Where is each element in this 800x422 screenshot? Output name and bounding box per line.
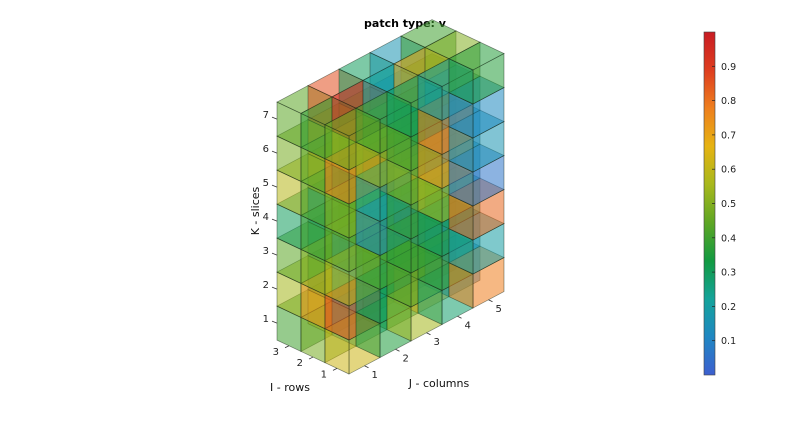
x-tick: [426, 332, 431, 336]
colorbar-tick-label: 0.6: [721, 165, 736, 176]
z-tick: [271, 252, 278, 256]
z-tick-label: 5: [263, 178, 269, 189]
x-tick: [488, 299, 493, 303]
y-tick: [332, 367, 338, 371]
z-tick-label: 7: [263, 110, 269, 121]
y-tick-label: 1: [321, 369, 327, 380]
z-tick: [271, 286, 278, 290]
colorbar-tick-label: 0.1: [721, 336, 736, 347]
y-tick: [308, 356, 314, 360]
voxel-grid: [276, 19, 505, 375]
colorbar-tick-label: 0.7: [721, 130, 736, 141]
y-axis-label: I - rows: [270, 381, 310, 394]
voxel-cell: [448, 41, 505, 105]
z-tick-label: 3: [263, 246, 269, 257]
z-tick-label: 4: [263, 212, 269, 223]
colorbar-tick-label: 0.5: [721, 199, 736, 210]
colorbar-tick-label: 0.2: [721, 302, 736, 313]
x-tick: [395, 348, 400, 352]
x-tick-label: 3: [434, 337, 440, 348]
colorbar-tick-label: 0.8: [721, 96, 736, 107]
x-tick: [457, 315, 462, 319]
colorbar-tick-label: 0.4: [721, 233, 736, 244]
z-tick: [271, 184, 278, 188]
z-tick: [271, 320, 278, 324]
axes: 1 2 3 4 5 1 2 3 1 2 3 4 5 6 7: [263, 110, 502, 381]
x-tick-label: 5: [496, 304, 502, 315]
z-tick: [271, 150, 278, 154]
x-tick-label: 1: [372, 370, 378, 381]
z-tick-label: 2: [263, 280, 269, 291]
z-tick: [271, 218, 278, 222]
x-tick: [364, 365, 369, 369]
colorbar-tick-label: 0.3: [721, 268, 736, 279]
x-tick-label: 2: [403, 353, 409, 364]
x-tick-label: 4: [465, 320, 471, 331]
colorbar: 0.1 0.2 0.3 0.4 0.5 0.6 0.7 0.8 0.9: [703, 31, 736, 376]
x-axis-label: J - columns: [408, 377, 470, 390]
colorbar-tick-label: 0.9: [721, 62, 736, 73]
z-tick: [271, 116, 278, 120]
z-axis-label: K - slices: [249, 186, 262, 235]
z-tick-label: 1: [263, 314, 269, 325]
z-tick-label: 6: [263, 144, 269, 155]
y-tick-label: 2: [297, 358, 303, 369]
y-tick-label: 3: [273, 347, 279, 358]
y-tick: [284, 345, 290, 349]
